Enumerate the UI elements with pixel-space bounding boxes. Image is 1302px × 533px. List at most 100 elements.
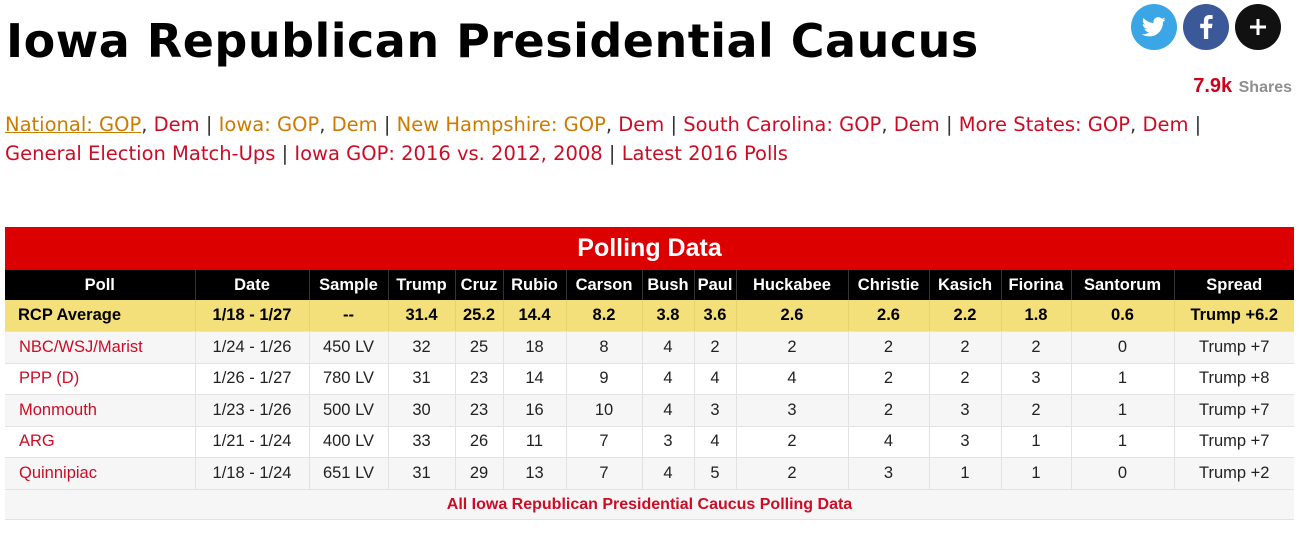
polling-data-header: Polling Data <box>5 227 1294 270</box>
cell-spread: Trump +6.2 <box>1173 300 1294 332</box>
column-header-kasich: Kasich <box>928 270 1001 300</box>
page-title: Iowa Republican Presidential Caucus <box>6 14 979 68</box>
nav-separator: | <box>664 113 684 136</box>
cell-trump: 33 <box>387 426 455 458</box>
nav-link-dem[interactable]: Dem <box>1142 113 1189 136</box>
cell-kasich: 2.2 <box>928 300 1001 332</box>
nav-link-general-election-match-ups[interactable]: General Election Match-Ups <box>5 142 276 165</box>
column-header-fiorina: Fiorina <box>1000 270 1071 300</box>
cell-kasich: 2 <box>928 363 1001 395</box>
polls-table: Poll Date Sample Trump Cruz Rubio Carson Bush Pa… <box>5 270 1294 490</box>
poll-source-link[interactable]: Monmouth <box>19 400 97 419</box>
cell-spread: Trump +7 <box>1173 331 1294 364</box>
more-share-button[interactable] <box>1235 4 1281 50</box>
rcp-average-row: RCP Average 1/18 - 1/27 -- 31.4 25.2 14.4 8.2 3… <box>5 300 1294 332</box>
cell-spread: Trump +7 <box>1173 394 1294 427</box>
column-header-christie: Christie <box>847 270 929 300</box>
cell-spread: Trump +8 <box>1173 363 1294 395</box>
nav-link-iowa-gop[interactable]: Iowa: GOP <box>218 113 320 136</box>
cell-huckabee: 4 <box>735 363 848 395</box>
nav-link-iowa-gop-2016-vs-2012-2008[interactable]: Iowa GOP: 2016 vs. 2012, 2008 <box>294 142 603 165</box>
nav-link-more-states-gop[interactable]: More States: GOP <box>958 113 1131 136</box>
cell-cruz: 23 <box>454 363 503 395</box>
nav-separator: , <box>1130 113 1143 136</box>
cell-sample: 780 LV <box>308 363 388 395</box>
cell-santorum: 1 <box>1070 363 1174 395</box>
cell-bush: 4 <box>641 331 694 364</box>
cell-huckabee: 2 <box>735 457 848 490</box>
cell-trump: 31.4 <box>387 300 455 332</box>
nav-separator: | <box>602 142 622 165</box>
cell-christie: 2 <box>847 331 929 364</box>
cell-sample: 500 LV <box>308 394 388 427</box>
cell-huckabee: 2.6 <box>735 300 848 332</box>
cell-christie: 2.6 <box>847 300 929 332</box>
nav-link-national-gop[interactable]: National: GOP <box>5 113 142 136</box>
nav-link-dem[interactable]: Dem <box>618 113 665 136</box>
twitter-icon <box>1142 17 1166 37</box>
cell-date: 1/26 - 1/27 <box>194 363 309 395</box>
cell-trump: 32 <box>387 331 455 364</box>
cell-rubio: 16 <box>502 394 566 427</box>
share-icons <box>1131 4 1281 50</box>
poll-navigation: National: GOP, Dem | Iowa: GOP, Dem | Ne… <box>5 110 1295 168</box>
column-header-trump: Trump <box>387 270 455 300</box>
nav-link-dem[interactable]: Dem <box>331 113 378 136</box>
column-header-bush: Bush <box>641 270 694 300</box>
cell-rubio: 14 <box>502 363 566 395</box>
poll-source-link[interactable]: Quinnipiac <box>19 463 97 482</box>
share-count-label: Shares <box>1238 79 1292 96</box>
table-header-row: Poll Date Sample Trump Cruz Rubio Carson Bush Pa… <box>5 270 1294 300</box>
cell-bush: 4 <box>641 457 694 490</box>
cell-rubio: 11 <box>502 426 566 458</box>
cell-bush: 4 <box>641 394 694 427</box>
cell-date: 1/24 - 1/26 <box>194 331 309 364</box>
column-header-carson: Carson <box>565 270 642 300</box>
cell-santorum: 0 <box>1070 331 1174 364</box>
cell-poll: PPP (D) <box>5 363 195 395</box>
cell-carson: 9 <box>565 363 642 395</box>
cell-poll: ARG <box>5 426 195 458</box>
cell-kasich: 2 <box>928 331 1001 364</box>
cell-sample: 400 LV <box>308 426 388 458</box>
nav-link-dem[interactable]: Dem <box>153 113 200 136</box>
cell-christie: 4 <box>847 426 929 458</box>
cell-fiorina: 3 <box>1000 363 1071 395</box>
cell-cruz: 25.2 <box>454 300 503 332</box>
nav-separator: | <box>939 113 959 136</box>
cell-sample: 450 LV <box>308 331 388 364</box>
nav-separator: , <box>141 113 154 136</box>
column-header-paul: Paul <box>693 270 736 300</box>
cell-paul: 2 <box>693 331 736 364</box>
plus-icon <box>1250 19 1266 35</box>
nav-line-1: National: GOP, Dem | Iowa: GOP, Dem | Ne… <box>5 110 1295 139</box>
nav-line-2: General Election Match-Ups | Iowa GOP: 2… <box>5 139 1295 168</box>
nav-link-new-hampshire-gop[interactable]: New Hampshire: GOP <box>396 113 606 136</box>
nav-link-dem[interactable]: Dem <box>893 113 940 136</box>
column-header-rubio: Rubio <box>502 270 566 300</box>
all-polls-footer: All Iowa Republican Presidential Caucus … <box>5 489 1294 520</box>
nav-link-latest-2016-polls[interactable]: Latest 2016 Polls <box>621 142 788 165</box>
cell-paul: 4 <box>693 426 736 458</box>
cell-poll: RCP Average <box>5 300 195 332</box>
column-header-cruz: Cruz <box>454 270 503 300</box>
poll-source-link[interactable]: PPP (D) <box>19 369 80 388</box>
cell-rubio: 18 <box>502 331 566 364</box>
twitter-share-button[interactable] <box>1131 4 1177 50</box>
nav-link-south-carolina-gop[interactable]: South Carolina: GOP <box>683 113 882 136</box>
facebook-share-button[interactable] <box>1183 4 1229 50</box>
cell-carson: 7 <box>565 426 642 458</box>
cell-trump: 31 <box>387 363 455 395</box>
cell-spread: Trump +7 <box>1173 426 1294 458</box>
poll-source-link[interactable]: ARG <box>19 432 55 451</box>
poll-source-link[interactable]: NBC/WSJ/Marist <box>19 337 143 356</box>
table-row: Quinnipiac 1/18 - 1/24 651 LV 31 29 13 7 4 5 2 3 1 1… <box>5 457 1294 490</box>
table-row: PPP (D) 1/26 - 1/27 780 LV 31 23 14 9 4 4 4 2 2 3 1 Tr… <box>5 363 1294 395</box>
cell-fiorina: 2 <box>1000 394 1071 427</box>
cell-trump: 30 <box>387 394 455 427</box>
cell-fiorina: 1.8 <box>1000 300 1071 332</box>
cell-paul: 4 <box>693 363 736 395</box>
cell-fiorina: 1 <box>1000 457 1071 490</box>
all-polls-link[interactable]: All Iowa Republican Presidential Caucus … <box>446 495 853 513</box>
cell-santorum: 0.6 <box>1070 300 1174 332</box>
